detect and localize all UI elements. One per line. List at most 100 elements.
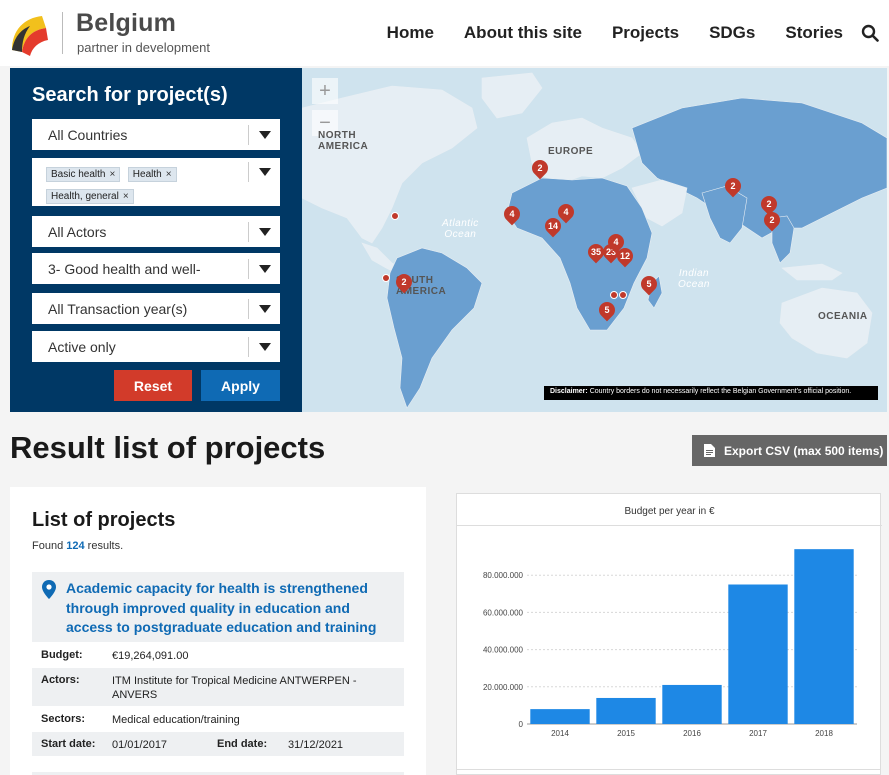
map-marker-count: 2 — [537, 163, 543, 173]
remove-tag-icon[interactable]: × — [109, 169, 116, 180]
chart-title: Budget per year in € — [624, 506, 715, 517]
map-marker[interactable]: 2 — [528, 156, 552, 180]
map-dot[interactable] — [382, 274, 390, 282]
main-nav: Home About this site Projects SDGs Stori… — [387, 0, 889, 66]
project-budget-row: Budget: €19,264,091.00 — [32, 649, 404, 669]
map-marker-count: 2 — [766, 199, 772, 209]
belgium-logo-icon[interactable] — [8, 8, 52, 58]
nav-home[interactable]: Home — [386, 23, 434, 42]
sector-tag: Health, general × — [46, 189, 134, 204]
sectors-value: Medical education/training — [112, 714, 240, 726]
zoom-out-button[interactable]: − — [312, 110, 338, 136]
chart-ytick-label: 80.000.000 — [483, 571, 524, 580]
chevron-down-icon[interactable] — [248, 259, 280, 279]
map-marker[interactable]: 12 — [613, 244, 637, 268]
budget-bar-chart: 0 20.000.000 40.000.000 60.000.000 80.000.00… — [483, 549, 857, 738]
transaction-years-select[interactable]: All Transaction year(s) — [32, 293, 280, 324]
world-map-land — [302, 72, 887, 409]
chart-ytick-label: 0 — [519, 720, 524, 729]
results-count-number: 124 — [66, 540, 85, 552]
project-actors-row: Actors: ITM Institute for Tropical Medic… — [32, 668, 404, 706]
search-icon[interactable] — [861, 24, 879, 42]
brand-name[interactable]: Belgium — [76, 9, 177, 37]
zoom-in-button[interactable]: + — [312, 78, 338, 104]
nav-about[interactable]: About this site — [463, 23, 582, 42]
actors-select[interactable]: All Actors — [32, 216, 280, 247]
map-label-south-america: SOUTH AMERICA — [396, 275, 447, 297]
budget-label: Budget: — [41, 649, 83, 661]
chevron-down-icon[interactable] — [248, 162, 280, 182]
next-project-card[interactable] — [32, 772, 404, 775]
chart-ytick-label: 60.000.000 — [483, 608, 524, 617]
map-marker[interactable]: 4 — [500, 202, 524, 226]
map-marker-count: 23 — [605, 247, 616, 257]
map-marker[interactable]: 14 — [541, 214, 565, 238]
chart-bar — [794, 549, 854, 724]
remove-tag-icon[interactable]: × — [122, 191, 129, 202]
chart-xtick-label: 2015 — [617, 729, 635, 738]
map-label-oceania: OCEANIA — [818, 311, 868, 322]
map-label-north-america: NORTH AMERICA — [318, 130, 369, 152]
reset-button[interactable]: Reset — [114, 370, 192, 401]
status-select-value: Active only — [48, 338, 116, 355]
remove-tag-icon[interactable]: × — [165, 169, 172, 180]
map-marker-count: 2 — [401, 277, 407, 287]
location-pin-icon — [42, 580, 56, 599]
map-marker[interactable]: 2 — [757, 192, 781, 216]
countries-select-value: All Countries — [48, 126, 128, 143]
chart-bar — [530, 709, 590, 724]
map-marker[interactable]: 4 — [554, 200, 578, 224]
sdg-select-value: 3- Good health and well- — [48, 260, 201, 277]
project-card[interactable]: Academic capacity for health is strength… — [32, 572, 404, 642]
map-marker[interactable]: 2 — [760, 208, 784, 232]
actors-select-value: All Actors — [48, 223, 107, 240]
chart-ytick-label: 40.000.000 — [483, 646, 524, 655]
actors-value: ITM Institute for Tropical Medicine ANTW… — [112, 675, 357, 701]
chart-xtick-label: 2017 — [749, 729, 767, 738]
projects-map[interactable]: + − NORTH AMERICA EUROPE SOUTH AMERICA O… — [302, 68, 887, 412]
results-count-prefix: Found — [32, 540, 67, 552]
export-csv-button[interactable]: Export CSV (max 500 items) — [692, 435, 887, 466]
map-marker[interactable]: 2 — [392, 270, 416, 294]
map-marker[interactable]: 5 — [595, 298, 619, 322]
chart-divider — [457, 525, 882, 526]
map-dot[interactable] — [610, 291, 618, 299]
transaction-years-select-value: All Transaction year(s) — [48, 300, 188, 317]
map-marker[interactable]: 5 — [637, 272, 661, 296]
export-csv-label: Export CSV (max 500 items) — [724, 443, 884, 458]
chart-bar — [662, 684, 722, 724]
map-marker[interactable]: 4 — [604, 230, 628, 254]
map-marker[interactable]: 23 — [599, 240, 623, 264]
sector-tag: Basic health × — [46, 167, 121, 182]
map-dot[interactable] — [619, 291, 627, 299]
countries-select[interactable]: All Countries — [32, 119, 280, 150]
map-marker[interactable]: 2 — [721, 174, 745, 198]
map-marker-count: 2 — [730, 181, 736, 191]
sdg-select[interactable]: 3- Good health and well- — [32, 253, 280, 284]
chevron-down-icon[interactable] — [248, 222, 280, 242]
sectors-select[interactable]: Basic health × Health × Health, general × — [32, 158, 280, 206]
chevron-down-icon[interactable] — [248, 299, 280, 319]
chevron-down-icon[interactable] — [248, 337, 280, 357]
chevron-down-icon[interactable] — [248, 125, 280, 145]
end-date-value: 31/12/2021 — [288, 739, 344, 751]
status-select[interactable]: Active only — [32, 331, 280, 362]
map-marker[interactable]: 35 — [584, 240, 608, 264]
nav-stories[interactable]: Stories — [785, 23, 843, 42]
search-panel: Search for project(s) All Countries Basi… — [10, 68, 302, 412]
sector-tag-label: Basic health — [51, 169, 106, 180]
disclaimer-label: Disclaimer: — [550, 388, 588, 395]
nav-projects[interactable]: Projects — [611, 23, 680, 42]
search-title: Search for project(s) — [32, 84, 228, 106]
map-dot[interactable] — [391, 212, 399, 220]
disclaimer-text: Country borders do not necessarily refle… — [587, 388, 852, 395]
map-marker-count: 4 — [509, 209, 515, 219]
sectors-label: Sectors: — [41, 713, 86, 725]
chart-panel-edge — [456, 769, 881, 775]
document-icon — [704, 444, 715, 457]
apply-button[interactable]: Apply — [201, 370, 280, 401]
map-marker-count: 12 — [619, 251, 630, 261]
nav-sdgs[interactable]: SDGs — [709, 23, 756, 42]
project-title-link[interactable]: Academic capacity for health is strength… — [66, 580, 377, 635]
